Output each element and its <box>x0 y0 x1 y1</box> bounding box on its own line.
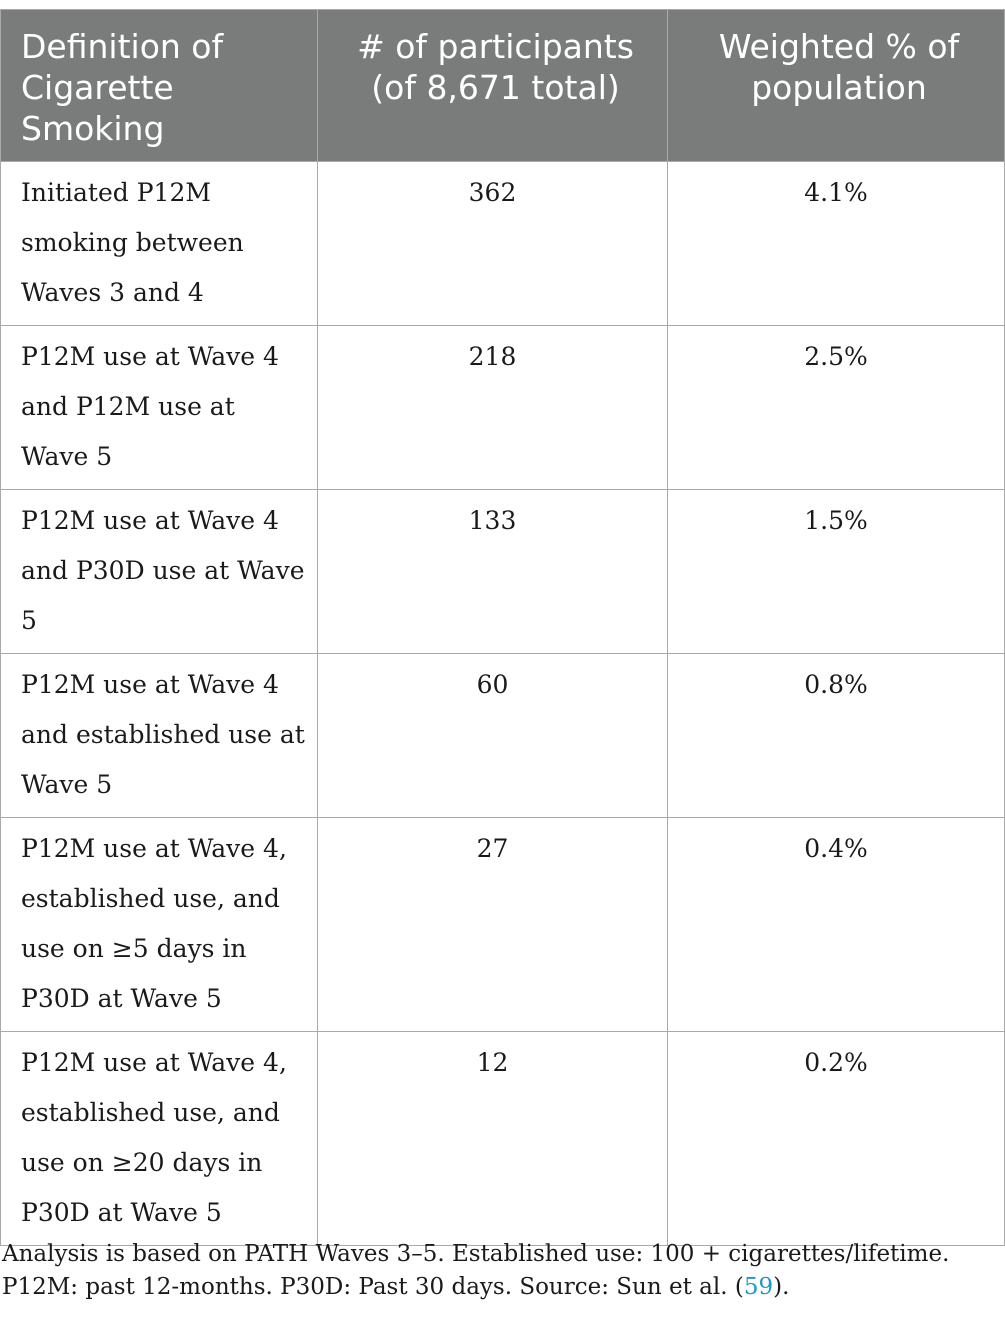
header-weighted-percent: Weighted % of population <box>667 9 1005 162</box>
table-row: P12M use at Wave 4 and established use a… <box>0 653 1005 818</box>
cell-definition: P12M use at Wave 4, established use, and… <box>0 1031 318 1246</box>
cell-participants: 362 <box>317 161 668 326</box>
table-footnote: Analysis is based on PATH Waves 3–5. Est… <box>2 1238 1002 1304</box>
cell-participants: 27 <box>317 817 668 1032</box>
table-row: Initiated P12M smoking between Waves 3 a… <box>0 161 1005 326</box>
cell-participants: 12 <box>317 1031 668 1246</box>
cell-weighted-percent: 4.1% <box>667 161 1005 326</box>
cell-participants: 218 <box>317 325 668 490</box>
table-row: P12M use at Wave 4 and P30D use at Wave … <box>0 489 1005 654</box>
cell-weighted-percent: 1.5% <box>667 489 1005 654</box>
smoking-definitions-table: Definition of Cigarette Smoking # of par… <box>0 9 1005 1246</box>
cell-weighted-percent: 0.8% <box>667 653 1005 818</box>
cell-weighted-percent: 0.4% <box>667 817 1005 1032</box>
cell-definition: P12M use at Wave 4 and established use a… <box>0 653 318 818</box>
cell-definition: P12M use at Wave 4, established use, and… <box>0 817 318 1032</box>
header-definition: Definition of Cigarette Smoking <box>0 9 318 162</box>
cell-definition: P12M use at Wave 4 and P30D use at Wave … <box>0 489 318 654</box>
table-header: Definition of Cigarette Smoking # of par… <box>0 9 1005 162</box>
footnote-text: Analysis is based on PATH Waves 3–5. Est… <box>2 1241 950 1300</box>
footnote-text-end: ). <box>773 1274 790 1300</box>
table-body: Initiated P12M smoking between Waves 3 a… <box>0 161 1005 1246</box>
cell-weighted-percent: 0.2% <box>667 1031 1005 1246</box>
table-row: P12M use at Wave 4, established use, and… <box>0 817 1005 1032</box>
cell-definition: P12M use at Wave 4 and P12M use at Wave … <box>0 325 318 490</box>
header-row: Definition of Cigarette Smoking # of par… <box>0 9 1005 162</box>
cell-participants: 133 <box>317 489 668 654</box>
header-participants: # of participants (of 8,671 total) <box>317 9 668 162</box>
citation-link[interactable]: 59 <box>743 1274 774 1300</box>
cell-weighted-percent: 2.5% <box>667 325 1005 490</box>
cell-definition: Initiated P12M smoking between Waves 3 a… <box>0 161 318 326</box>
table-row: P12M use at Wave 4 and P12M use at Wave … <box>0 325 1005 490</box>
table-row: P12M use at Wave 4, established use, and… <box>0 1031 1005 1246</box>
cell-participants: 60 <box>317 653 668 818</box>
